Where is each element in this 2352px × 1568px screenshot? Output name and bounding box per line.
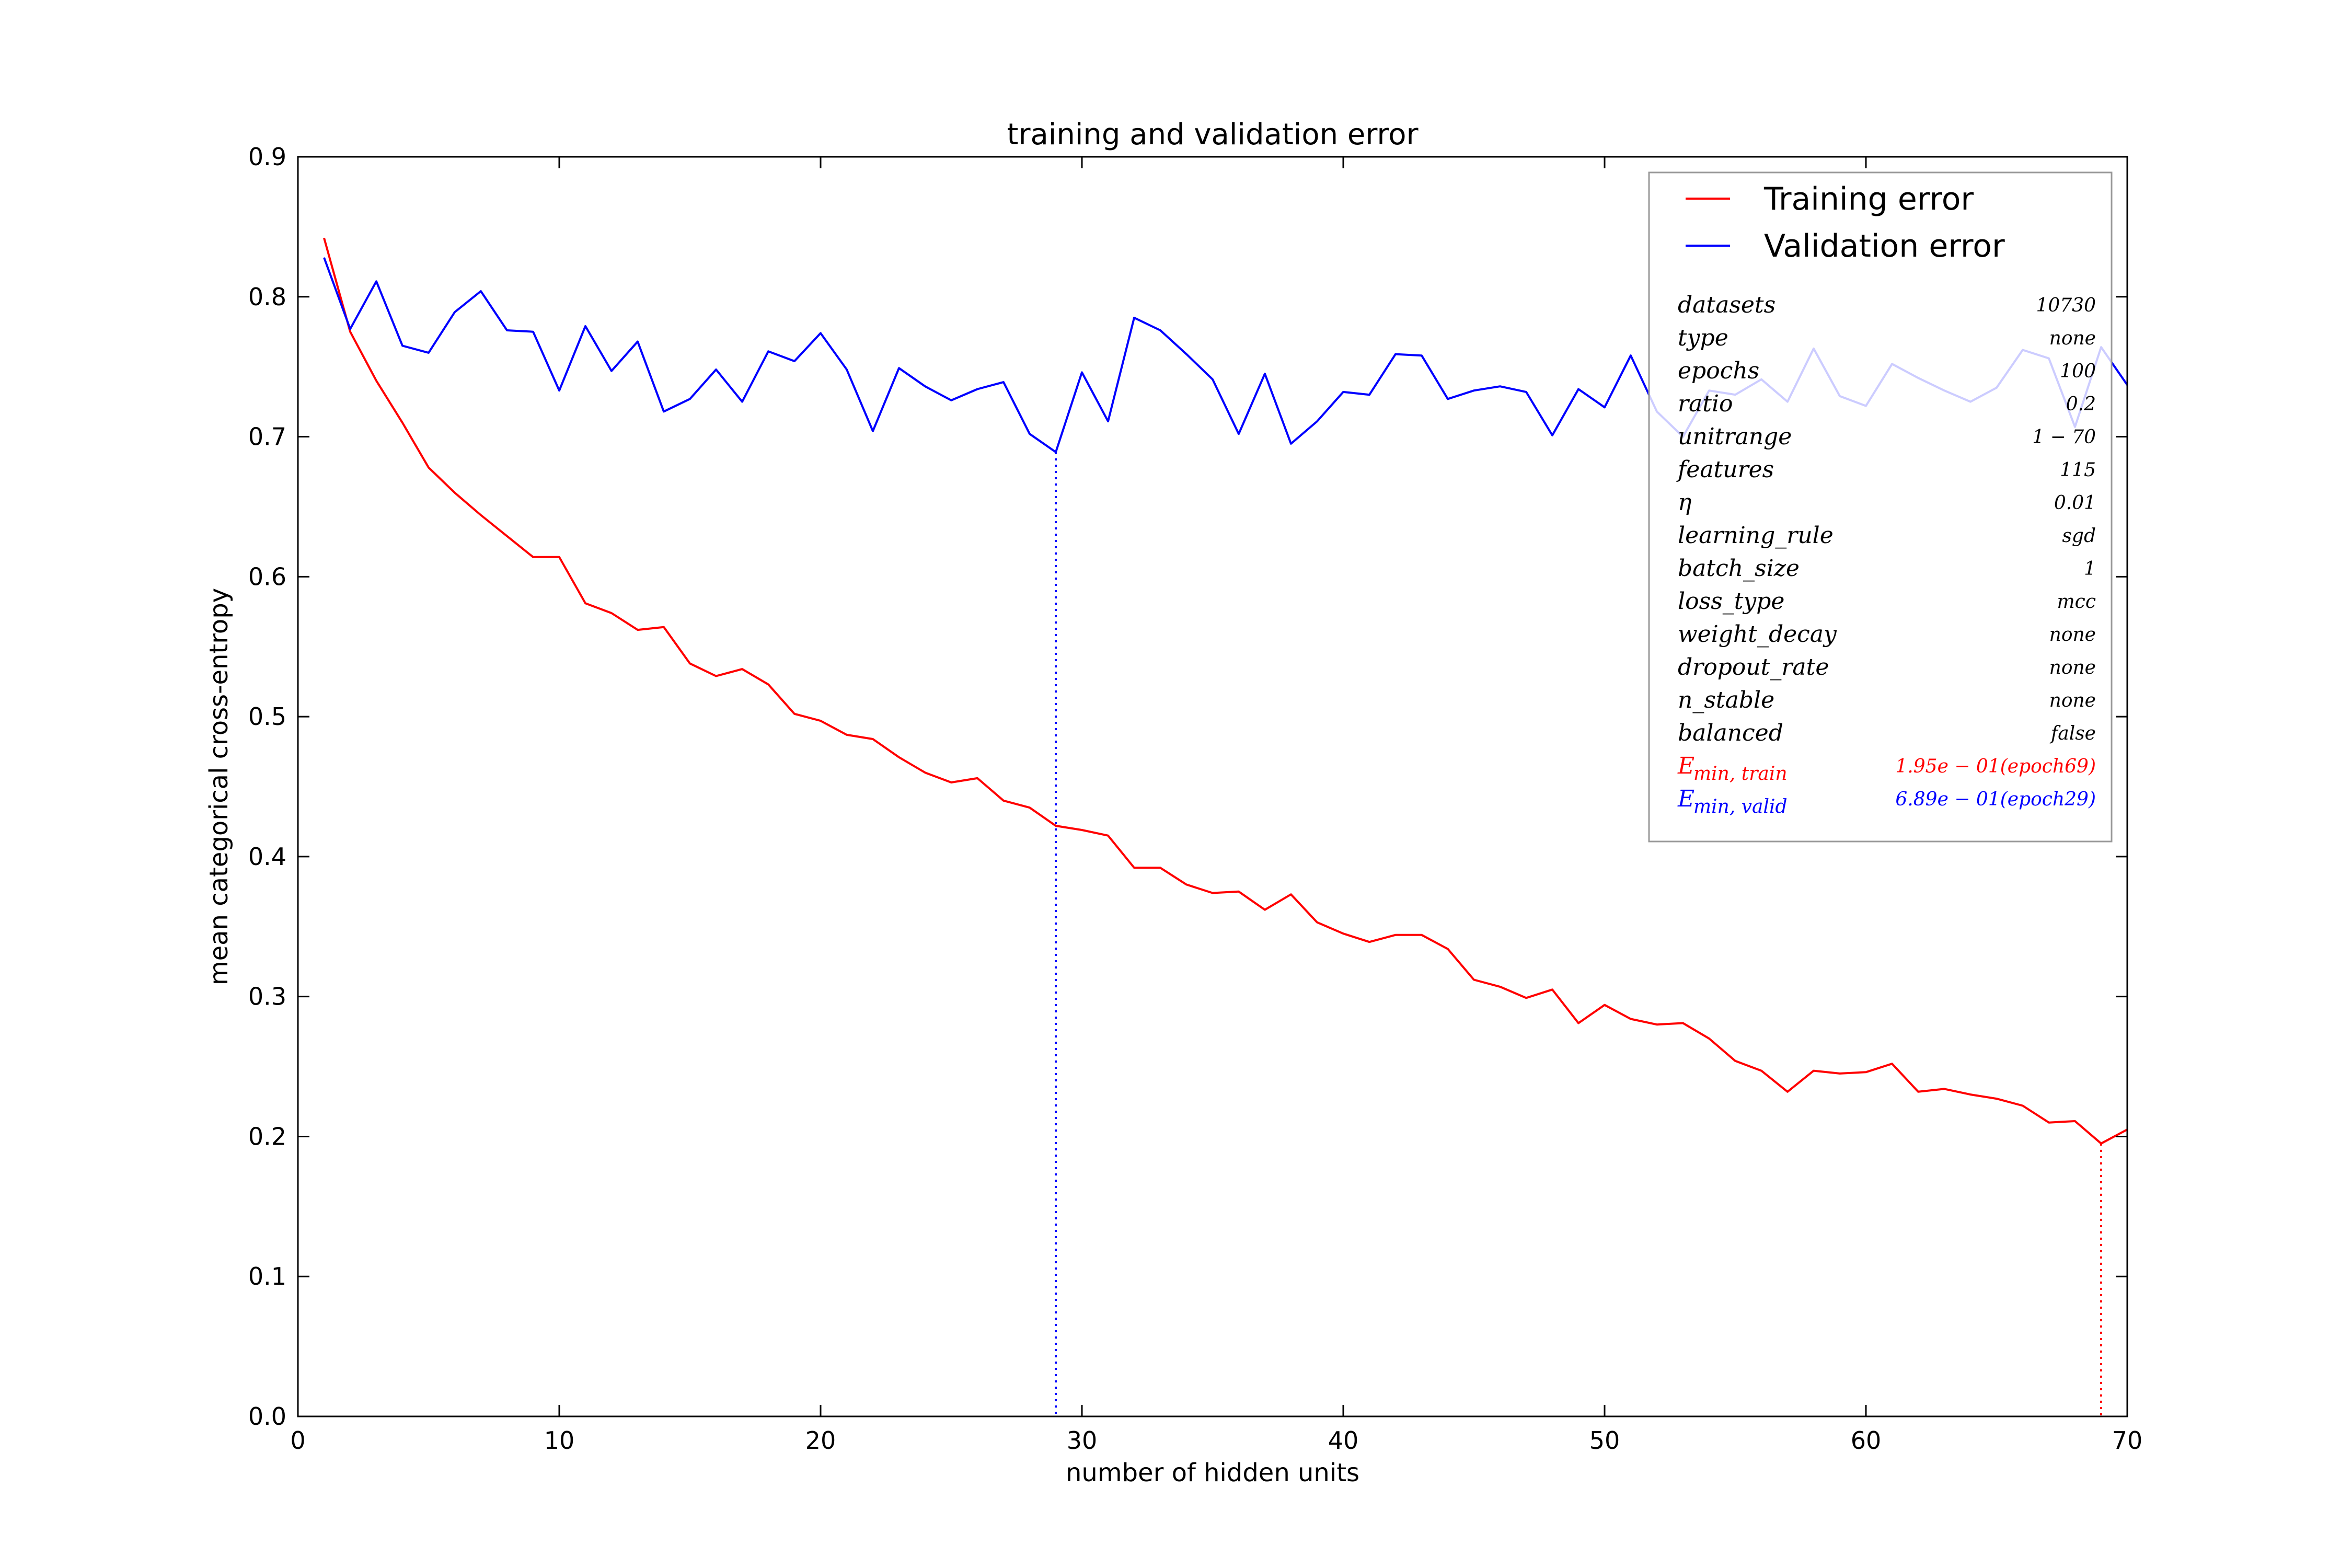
series-line-training: [323, 237, 2128, 1145]
info-key: unitrange: [1678, 423, 1792, 450]
legend-box: [1648, 171, 2113, 843]
info-key: dropout_rate: [1678, 654, 1829, 681]
y-tick-label: 0.3: [248, 983, 286, 1011]
x-tick-label: 50: [1589, 1426, 1620, 1455]
info-key: n_stable: [1678, 687, 1774, 713]
info-value: none: [2049, 657, 2096, 678]
info-key: loss_type: [1678, 588, 1784, 615]
y-tick-label: 0.5: [248, 702, 286, 731]
y-tick-label: 0.7: [248, 423, 286, 451]
y-tick-label: 0.2: [248, 1122, 286, 1150]
x-tick-label: 10: [544, 1426, 575, 1455]
info-key: E: [1677, 786, 1694, 812]
chart-title: training and validation error: [1007, 118, 1419, 152]
info-value: none: [2049, 624, 2096, 645]
info-value: 1: [2084, 558, 2096, 580]
info-key: features: [1676, 456, 1774, 483]
legend-label-training: Training error: [1763, 181, 1974, 217]
info-key: E: [1677, 753, 1694, 779]
plot-frame: [297, 156, 2128, 1417]
info-key: balanced: [1678, 720, 1783, 746]
info-key: ratio: [1678, 390, 1733, 417]
y-tick-label: 0.4: [248, 843, 286, 871]
x-axis-label: number of hidden units: [1066, 1458, 1359, 1488]
info-value: 0.01: [2054, 492, 2096, 514]
y-axis-label: mean categorical cross-entropy: [204, 588, 234, 985]
info-key: batch_size: [1678, 555, 1800, 582]
info-key: type: [1678, 325, 1728, 351]
y-tick-label: 0.0: [248, 1402, 286, 1431]
axis-ticks: 0 10 20 30 40 50 60 70 0.0 0.1 0.2 0.3 0.4 0.5 0.6 0.7 0…: [248, 143, 2142, 1455]
info-key: weight_decay: [1678, 621, 1837, 648]
info-value: 100: [2060, 361, 2096, 382]
info-value: false: [2049, 723, 2096, 744]
info-key: η: [1678, 489, 1691, 516]
info-value: 10730: [2036, 295, 2096, 316]
info-value: 1.95e − 01(epoch69): [1895, 756, 2096, 777]
info-key-subscript: min, train: [1693, 763, 1788, 785]
info-key: learning_rule: [1678, 522, 1834, 549]
x-tick-label: 0: [290, 1426, 305, 1455]
x-tick-label: 60: [1851, 1426, 1882, 1455]
x-tick-label: 30: [1067, 1426, 1098, 1455]
info-value: 115: [2060, 459, 2096, 481]
y-tick-label: 0.8: [248, 283, 286, 311]
info-value: sgd: [2062, 525, 2096, 547]
info-key: datasets: [1678, 292, 1775, 318]
info-value: 1 − 70: [2032, 426, 2096, 448]
y-tick-label: 0.1: [248, 1262, 286, 1290]
info-key: epochs: [1678, 358, 1759, 384]
info-value: none: [2049, 328, 2096, 349]
info-key-subscript: min, valid: [1693, 796, 1788, 817]
info-value: mcc: [2057, 591, 2096, 613]
x-tick-label: 20: [805, 1426, 836, 1455]
y-tick-label: 0.9: [248, 143, 286, 171]
x-tick-label: 70: [2112, 1426, 2143, 1455]
info-value: 6.89e − 01(epoch29): [1895, 789, 2096, 810]
legend-label-validation: Validation error: [1764, 228, 2005, 264]
y-tick-label: 0.6: [248, 562, 286, 591]
info-value: 0.2: [2066, 394, 2096, 415]
info-value: none: [2049, 690, 2096, 711]
x-tick-label: 40: [1328, 1426, 1359, 1455]
